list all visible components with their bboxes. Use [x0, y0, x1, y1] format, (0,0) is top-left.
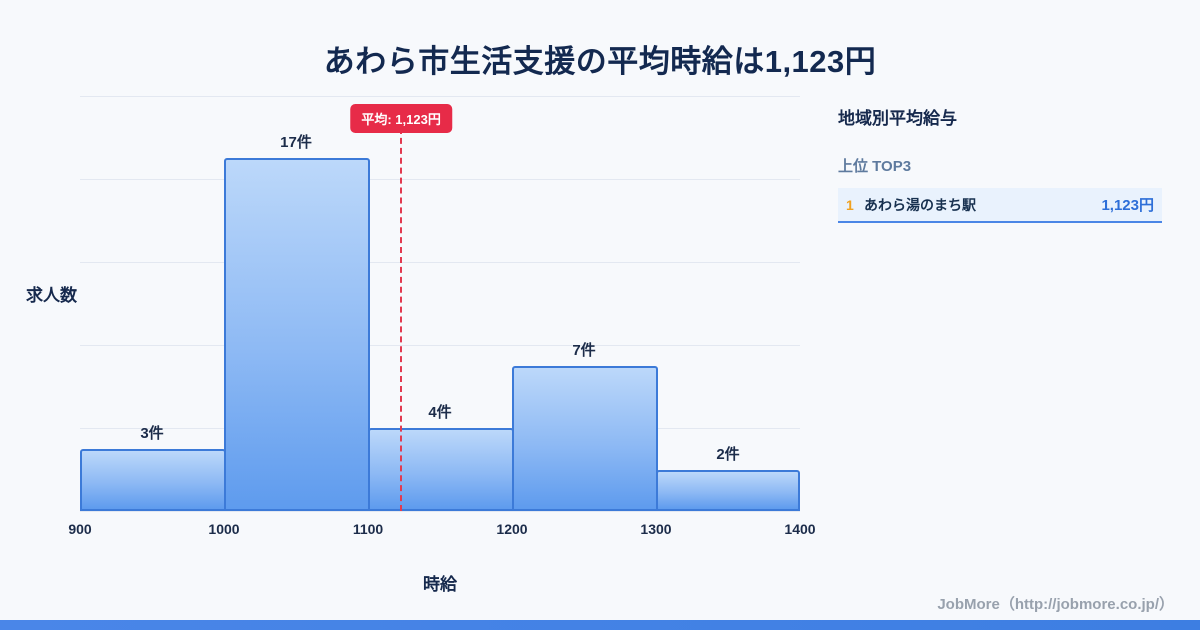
bar-label: 4件	[428, 404, 452, 421]
bar-1200-1300	[512, 365, 658, 511]
ranking-list: 1 あわら湯のまち駅 1,123円	[838, 188, 1162, 223]
bar-label: 17件	[280, 134, 312, 152]
x-tick: 1100	[352, 521, 384, 537]
plot-area: 平均: 1,123円 3件 17件 4件 7件 2件	[80, 96, 800, 512]
bar-1100-1200	[368, 428, 514, 511]
gridline	[80, 345, 800, 346]
x-tick: 1200	[496, 521, 528, 537]
x-axis-label: 時給	[423, 575, 457, 594]
bar-label: 7件	[572, 341, 596, 359]
x-tick: 900	[68, 521, 92, 537]
average-badge: 平均: 1,123円	[350, 104, 452, 133]
rank-number: 1	[846, 196, 854, 213]
x-axis-ticks: 900 1000 1100 1200 1300 1400	[68, 521, 815, 541]
page-title: あわら市生活支援の平均時給は1,123円	[323, 44, 877, 79]
gridline	[80, 262, 800, 263]
x-tick: 1300	[640, 521, 672, 537]
bottom-accent-bar	[0, 620, 1200, 630]
station-name: あわら湯のまち駅	[864, 196, 976, 213]
sidebar-heading: 地域別平均給与	[838, 109, 957, 128]
ranking-row: 1 あわら湯のまち駅 1,123円	[838, 188, 1162, 223]
footer-credit: JobMore（http://jobmore.co.jp/）	[937, 596, 1174, 613]
x-tick: 1000	[208, 521, 240, 537]
bar-900-1000	[80, 448, 226, 511]
bar-1300-1400	[656, 469, 800, 511]
average-line	[400, 128, 403, 511]
gridline	[80, 179, 800, 180]
bar-label: 3件	[140, 424, 164, 442]
sidebar-subheading: 上位 TOP3	[838, 158, 912, 175]
bar-label: 2件	[716, 445, 740, 463]
ranking-sidebar: 地域別平均給与 上位 TOP3 1 あわら湯のまち駅 1,123円	[838, 104, 1162, 223]
x-tick: 1400	[784, 521, 816, 537]
wage-value: 1,123円	[1101, 197, 1154, 214]
gridline	[80, 96, 800, 97]
y-axis-label: 求人数	[26, 286, 77, 305]
gridline	[80, 511, 800, 512]
bar-1000-1100	[224, 158, 370, 511]
